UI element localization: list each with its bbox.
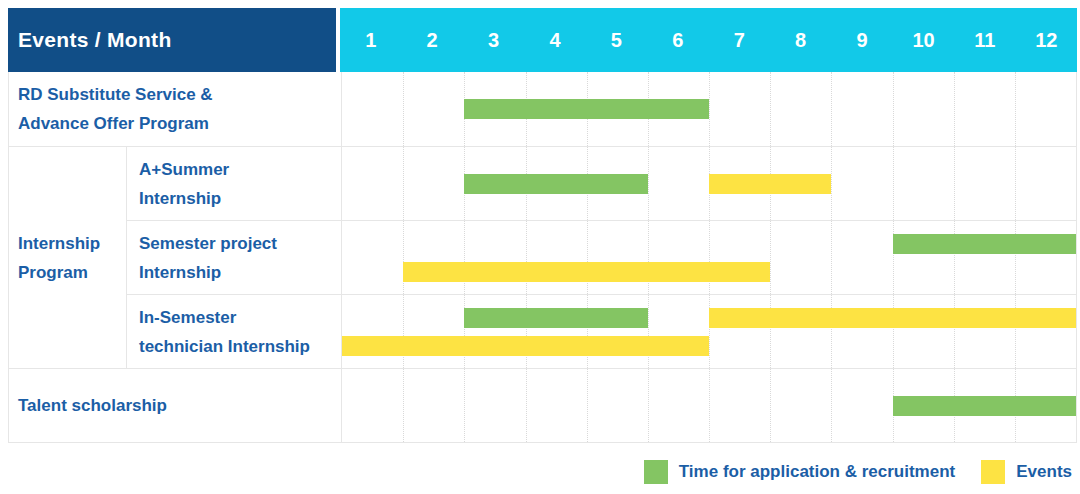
month-gridline xyxy=(770,221,771,294)
month-gridline xyxy=(1015,147,1016,220)
month-label-10: 10 xyxy=(893,8,954,72)
row-track-a-summer-internship xyxy=(341,146,1076,220)
month-gridline xyxy=(954,221,955,294)
month-gridline xyxy=(770,295,771,368)
month-gridline xyxy=(587,369,588,442)
gantt-chart-page: Events / Month 123456789101112 RD Substi… xyxy=(0,0,1080,494)
application-bar-a-summer-internship-m3-m5 xyxy=(464,174,648,194)
event-bar-in-semester-technician-internship-m7-m12 xyxy=(709,308,1076,328)
month-label-6: 6 xyxy=(647,8,708,72)
row-label-in-semester-technician-internship: In-Semestertechnician Internship xyxy=(126,294,341,368)
month-gridline xyxy=(770,369,771,442)
month-gridline xyxy=(831,221,832,294)
application-bar-in-semester-technician-internship-m3-m5 xyxy=(464,308,648,328)
legend-label-event: Events xyxy=(1016,462,1072,482)
month-gridline xyxy=(587,221,588,294)
legend: Time for application & recruitment Events xyxy=(644,460,1072,484)
legend-item-event: Events xyxy=(981,460,1072,484)
application-bar-rd-substitute-m3-m6 xyxy=(464,99,709,119)
month-gridline xyxy=(526,295,527,368)
row-label-a-summer-internship: A+SummerInternship xyxy=(126,146,341,220)
gantt-body: RD Substitute Service &Advance Offer Pro… xyxy=(8,72,1077,443)
month-label-5: 5 xyxy=(586,8,647,72)
month-gridline xyxy=(1015,72,1016,146)
month-gridline xyxy=(464,295,465,368)
month-gridline xyxy=(893,72,894,146)
month-header-row: 123456789101112 xyxy=(340,8,1077,72)
application-bar-talent-scholarship-m10-m12 xyxy=(893,396,1077,416)
header-title: Events / Month xyxy=(8,8,340,72)
month-gridline xyxy=(403,295,404,368)
month-gridline xyxy=(709,221,710,294)
month-gridline xyxy=(770,72,771,146)
month-label-7: 7 xyxy=(709,8,770,72)
month-label-12: 12 xyxy=(1016,8,1077,72)
row-track-talent-scholarship xyxy=(341,368,1076,442)
month-gridline xyxy=(587,295,588,368)
month-gridline xyxy=(526,221,527,294)
month-gridline xyxy=(648,147,649,220)
month-label-1: 1 xyxy=(340,8,401,72)
row-track-rd-substitute xyxy=(341,72,1076,146)
month-gridline xyxy=(831,147,832,220)
month-gridline xyxy=(648,221,649,294)
month-gridline xyxy=(954,295,955,368)
month-gridline xyxy=(831,369,832,442)
month-label-3: 3 xyxy=(463,8,524,72)
month-label-9: 9 xyxy=(831,8,892,72)
month-gridline xyxy=(831,72,832,146)
month-gridline xyxy=(464,369,465,442)
month-gridline xyxy=(893,147,894,220)
month-label-11: 11 xyxy=(954,8,1015,72)
month-gridline xyxy=(403,221,404,294)
group-label-internship-program: InternshipProgram xyxy=(9,146,126,368)
month-gridline xyxy=(464,221,465,294)
month-gridline xyxy=(893,295,894,368)
month-gridline xyxy=(648,295,649,368)
row-track-in-semester-technician-internship xyxy=(341,294,1076,368)
month-gridline xyxy=(1015,221,1016,294)
month-label-2: 2 xyxy=(401,8,462,72)
legend-swatch-application xyxy=(644,460,668,484)
month-gridline xyxy=(403,147,404,220)
month-gridline xyxy=(709,369,710,442)
month-label-4: 4 xyxy=(524,8,585,72)
legend-label-application: Time for application & recruitment xyxy=(679,462,955,482)
month-gridline xyxy=(954,147,955,220)
month-gridline xyxy=(709,72,710,146)
month-gridline xyxy=(403,72,404,146)
row-label-semester-project-internship: Semester projectInternship xyxy=(126,220,341,294)
month-gridline xyxy=(403,369,404,442)
row-track-semester-project-internship xyxy=(341,220,1076,294)
month-gridline xyxy=(954,72,955,146)
row-label-talent-scholarship: Talent scholarship xyxy=(9,368,341,442)
event-bar-a-summer-internship-m7-m8 xyxy=(709,174,831,194)
legend-item-application: Time for application & recruitment xyxy=(644,460,955,484)
month-gridline xyxy=(1015,295,1016,368)
gantt-header-row: Events / Month 123456789101112 xyxy=(8,8,1077,72)
month-gridline xyxy=(893,221,894,294)
event-bar-semester-project-internship-m2-m7 xyxy=(403,262,770,282)
application-bar-semester-project-internship-m10-m12 xyxy=(893,234,1077,254)
month-label-8: 8 xyxy=(770,8,831,72)
month-gridline xyxy=(831,295,832,368)
month-gridline xyxy=(648,369,649,442)
gantt-table: Events / Month 123456789101112 RD Substi… xyxy=(8,8,1077,443)
month-gridline xyxy=(709,295,710,368)
legend-swatch-event xyxy=(981,460,1005,484)
event-bar-in-semester-technician-internship-m1-m6 xyxy=(342,336,709,356)
month-gridline xyxy=(526,369,527,442)
row-label-rd-substitute: RD Substitute Service &Advance Offer Pro… xyxy=(9,72,341,146)
